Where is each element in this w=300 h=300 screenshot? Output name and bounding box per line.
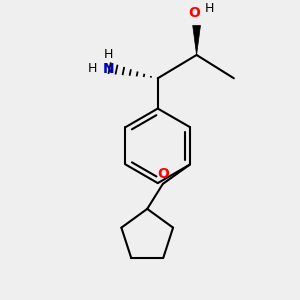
Text: H: H (205, 2, 214, 15)
Text: H: H (88, 62, 97, 75)
Text: O: O (188, 6, 200, 20)
Text: H: H (104, 48, 113, 61)
Text: O: O (158, 167, 170, 181)
Polygon shape (193, 26, 200, 55)
Text: N: N (103, 62, 115, 76)
